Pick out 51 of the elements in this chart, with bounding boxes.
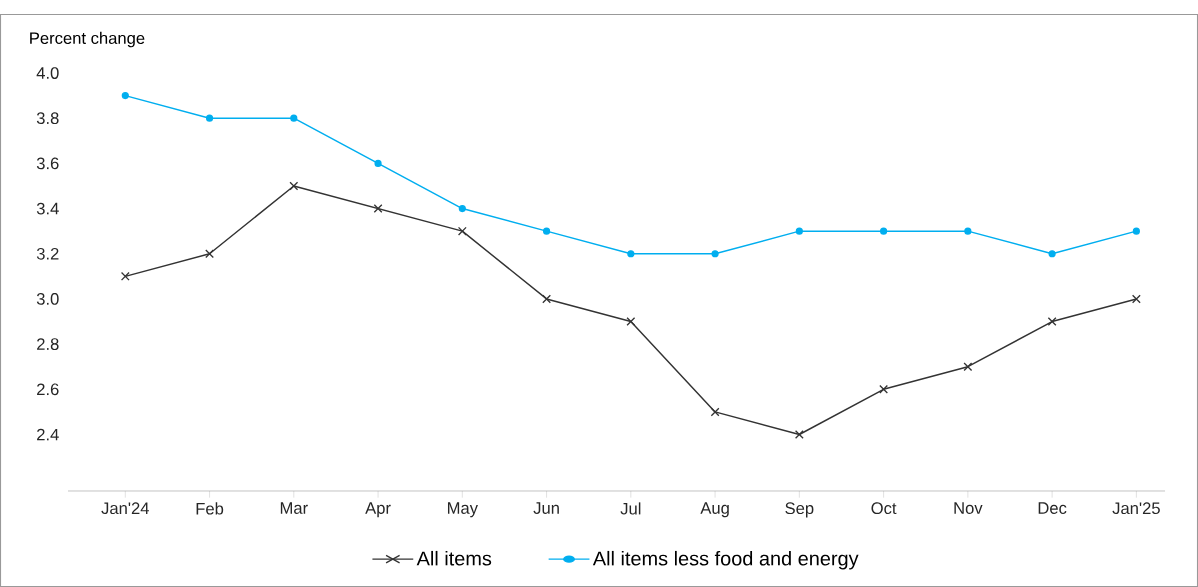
- x-tick-label: May: [447, 502, 478, 518]
- point: [205, 249, 214, 259]
- x-tick-label: Apr: [365, 502, 391, 518]
- y-axis-title: Percent change: [30, 31, 145, 48]
- point: [626, 317, 636, 326]
- point: [880, 227, 888, 235]
- point: [205, 114, 214, 122]
- point: [120, 271, 130, 281]
- point: [542, 227, 551, 235]
- point: [374, 159, 382, 167]
- point: [964, 227, 972, 235]
- point: [1048, 250, 1056, 258]
- x-tick-label: Dec: [1038, 502, 1067, 514]
- point: [542, 294, 551, 304]
- y-tick-label: 3.0: [36, 293, 59, 305]
- y-tick-label: 2.8: [37, 338, 59, 351]
- x-tick-label: Nov: [954, 502, 983, 514]
- point: [290, 114, 298, 122]
- point: [711, 250, 719, 258]
- point: [1132, 227, 1140, 235]
- point: [1047, 317, 1057, 326]
- point: [457, 226, 467, 236]
- legend-label: All items less food and energy: [592, 550, 859, 570]
- point: [1131, 294, 1141, 304]
- y-tick-label: 2.6: [37, 383, 59, 396]
- point: [879, 384, 889, 394]
- point: [121, 92, 129, 100]
- x-tick-label: Jan'24: [101, 502, 150, 515]
- x-tick-label: Oct: [871, 502, 897, 515]
- point: [795, 227, 803, 235]
- point: [963, 362, 973, 372]
- y-tick-label: 3.6: [36, 157, 59, 170]
- x-tick-label: Sep: [785, 502, 814, 518]
- x-tick-label: Feb: [196, 502, 224, 515]
- point: [373, 204, 383, 213]
- point: [289, 181, 299, 191]
- point: [458, 204, 466, 213]
- x-tick-label: Mar: [280, 502, 308, 514]
- y-tick-label: 4.0: [36, 67, 59, 79]
- y-tick-label: 2.4: [37, 428, 59, 441]
- legend-label: All items: [416, 550, 492, 566]
- x-tick-label: Jun: [533, 502, 559, 514]
- y-tick-label: 3.8: [36, 112, 59, 125]
- y-tick-label: 3.2: [36, 247, 59, 260]
- point: [627, 250, 635, 258]
- x-tick-label: Jan'25: [1112, 502, 1160, 515]
- x-tick-label: Jul: [620, 502, 641, 515]
- point: [710, 407, 720, 417]
- point: [794, 430, 804, 439]
- y-tick-label: 3.4: [36, 202, 59, 215]
- x-tick-label: Aug: [700, 502, 729, 518]
